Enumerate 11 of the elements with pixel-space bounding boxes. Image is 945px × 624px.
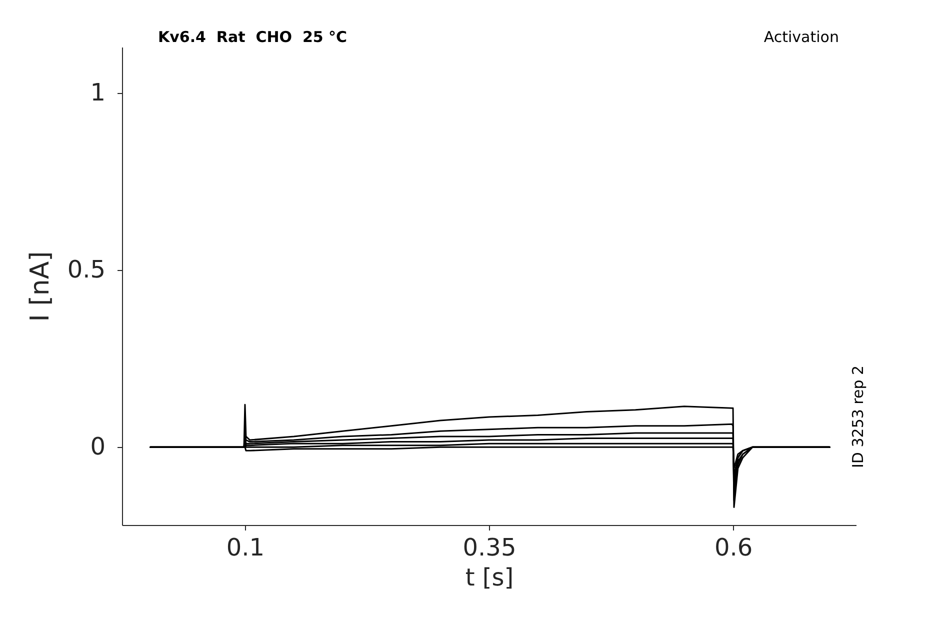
y-axis-title: I [nA] [25, 251, 56, 322]
text: Activation [764, 28, 839, 46]
y-tick-label: 1 [90, 78, 106, 107]
chart-title: Kv6.4 Rat CHO 25 °C [158, 28, 348, 46]
x-axis-title: t [s] [465, 564, 514, 592]
x-tick-label: 0.1 [226, 534, 265, 562]
x-tick-label: 0.6 [714, 534, 753, 562]
annotation: ID 3253 rep 2 [849, 365, 867, 468]
x-tick-label: 0.35 [462, 534, 516, 562]
y-tick-label: 0 [90, 432, 106, 461]
y-tick-label: 0.5 [67, 256, 106, 284]
